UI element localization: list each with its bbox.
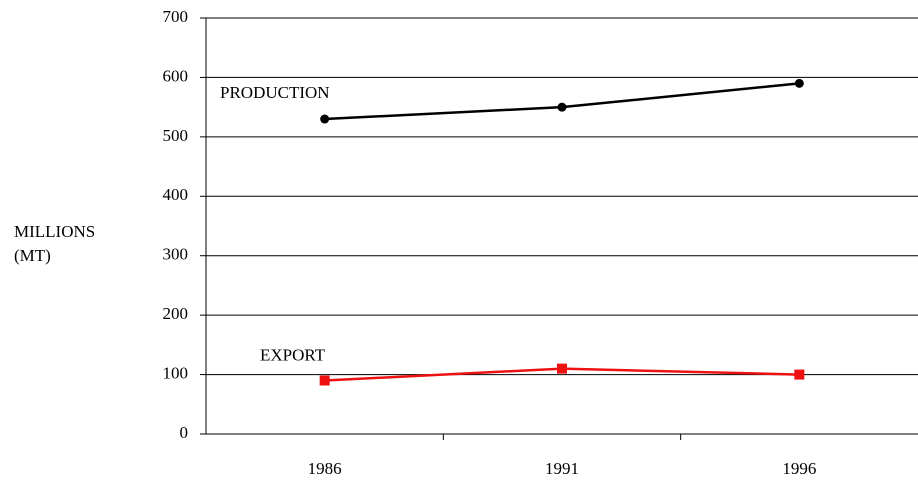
y-tick-label: 600	[163, 66, 189, 85]
y-tick-label: 300	[163, 245, 189, 264]
marker	[557, 363, 567, 374]
y-tick-label: 0	[180, 423, 189, 442]
marker	[794, 369, 805, 380]
y-tick-label: 100	[163, 363, 189, 382]
y-tick-label: 500	[163, 126, 189, 145]
marker	[320, 114, 330, 124]
x-tick-label: 1991	[545, 459, 579, 478]
x-tick-label: 1996	[782, 459, 816, 478]
y-tick-label: 200	[163, 304, 189, 323]
series-label: EXPORT	[260, 345, 326, 364]
y-tick-label: 400	[163, 185, 189, 204]
x-tick-label: 1986	[308, 459, 342, 478]
marker	[319, 375, 330, 386]
y-axis-label: (MT)	[14, 246, 51, 265]
y-axis-label: MILLIONS	[14, 222, 95, 241]
marker	[557, 102, 567, 112]
series-line	[324, 82, 800, 121]
y-tick-label: 700	[163, 7, 189, 26]
series-label: PRODUCTION	[220, 83, 330, 102]
marker	[794, 78, 804, 88]
